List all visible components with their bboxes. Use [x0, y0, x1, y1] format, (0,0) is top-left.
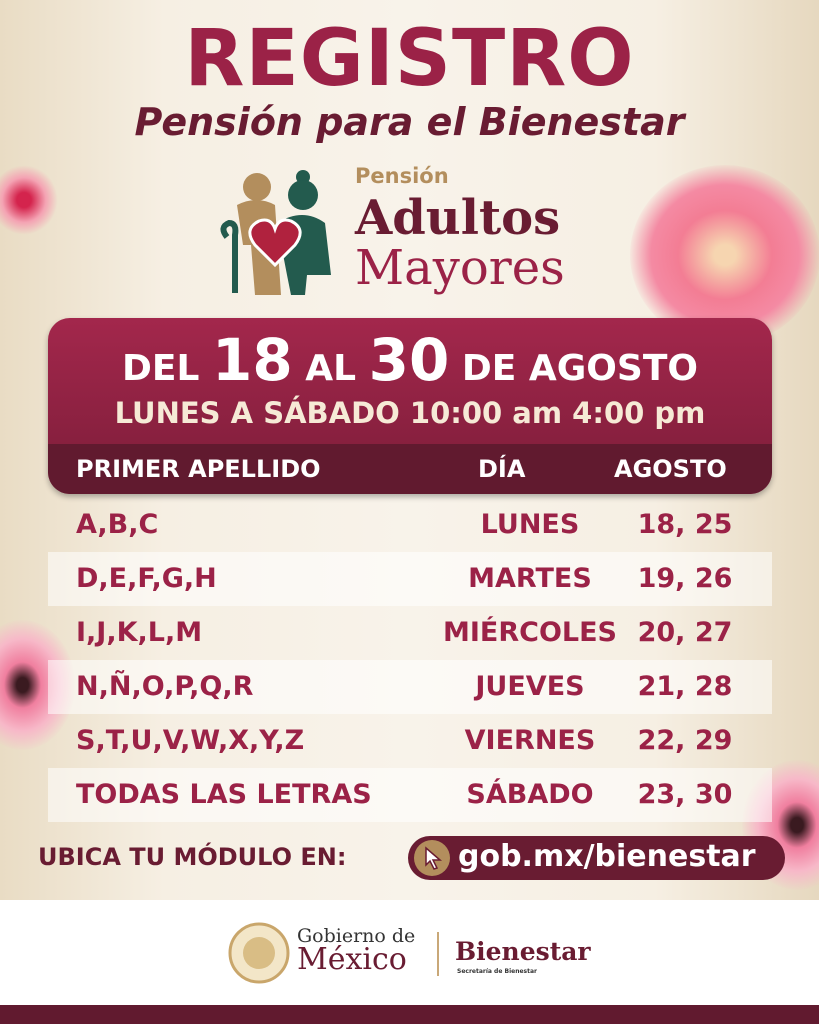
- start-day: 18: [211, 326, 293, 394]
- page-subtitle: Pensión para el Bienestar: [134, 100, 685, 144]
- cell-dia: MIÉRCOLES: [442, 617, 617, 648]
- mexico-text: México: [297, 942, 407, 977]
- footer-divider: [437, 932, 439, 976]
- national-seal-icon: [228, 922, 290, 984]
- cell-fechas: 20, 27: [637, 617, 733, 648]
- hibiscus-flower-decoration: [630, 165, 819, 345]
- website-url[interactable]: gob.mx/bienestar: [458, 839, 756, 874]
- table-row: [48, 768, 772, 822]
- adultos-mayores-logo-icon: [220, 170, 331, 295]
- table-header: [48, 444, 772, 494]
- cell-dia: JUEVES: [475, 671, 585, 702]
- bienestar-text: Bienestar: [455, 937, 591, 966]
- page-title: REGISTRO: [184, 14, 635, 104]
- header-dia: DÍA: [478, 455, 526, 483]
- cell-apellido: S,T,U,V,W,X,Y,Z: [76, 725, 305, 756]
- al-text: AL: [305, 348, 357, 389]
- secretaria-text: Secretaría de Bienestar: [457, 968, 537, 975]
- logo-adultos-text: Adultos: [355, 190, 561, 246]
- table-row: [48, 660, 772, 714]
- header-agosto: AGOSTO: [614, 455, 727, 483]
- gobierno-de-text: Gobierno de: [297, 925, 416, 947]
- cell-fechas: 23, 30: [637, 779, 733, 810]
- cell-apellido: A,B,C: [76, 509, 159, 540]
- header-apellido: PRIMER APELLIDO: [76, 455, 321, 483]
- cell-fechas: 21, 28: [637, 671, 733, 702]
- bottom-bar: [0, 1005, 819, 1024]
- month-text: DE AGOSTO: [461, 348, 698, 389]
- cursor-icon: [414, 840, 450, 876]
- cell-fechas: 18, 25: [637, 509, 733, 540]
- cell-dia: MARTES: [468, 563, 592, 594]
- schedule-hours: LUNES A SÁBADO 10:00 am 4:00 pm: [114, 396, 706, 430]
- cell-dia: VIERNES: [464, 725, 596, 756]
- cell-apellido: N,Ñ,O,P,Q,R: [76, 671, 254, 702]
- end-day: 30: [368, 326, 450, 394]
- cell-apellido: TODAS LAS LETRAS: [76, 779, 372, 810]
- pink-flower-decoration: [0, 165, 58, 235]
- logo-mayores-text: Mayores: [355, 240, 565, 296]
- footer: [0, 900, 819, 1005]
- table-row: [48, 552, 772, 606]
- cell-fechas: 22, 29: [637, 725, 733, 756]
- cell-fechas: 19, 26: [637, 563, 733, 594]
- cell-dia: SÁBADO: [466, 779, 594, 810]
- logo-pension-text: Pensión: [355, 164, 449, 188]
- cell-dia: LUNES: [480, 509, 580, 540]
- cell-apellido: D,E,F,G,H: [76, 563, 217, 594]
- date-range: DEL 18 AL 30 DE AGOSTO: [48, 326, 772, 394]
- cta-label: UBICA TU MÓDULO EN:: [38, 843, 347, 871]
- del-text: DEL: [122, 348, 200, 389]
- website-link[interactable]: gob.mx/bienestar: [408, 836, 785, 880]
- cell-apellido: I,J,K,L,M: [76, 617, 203, 648]
